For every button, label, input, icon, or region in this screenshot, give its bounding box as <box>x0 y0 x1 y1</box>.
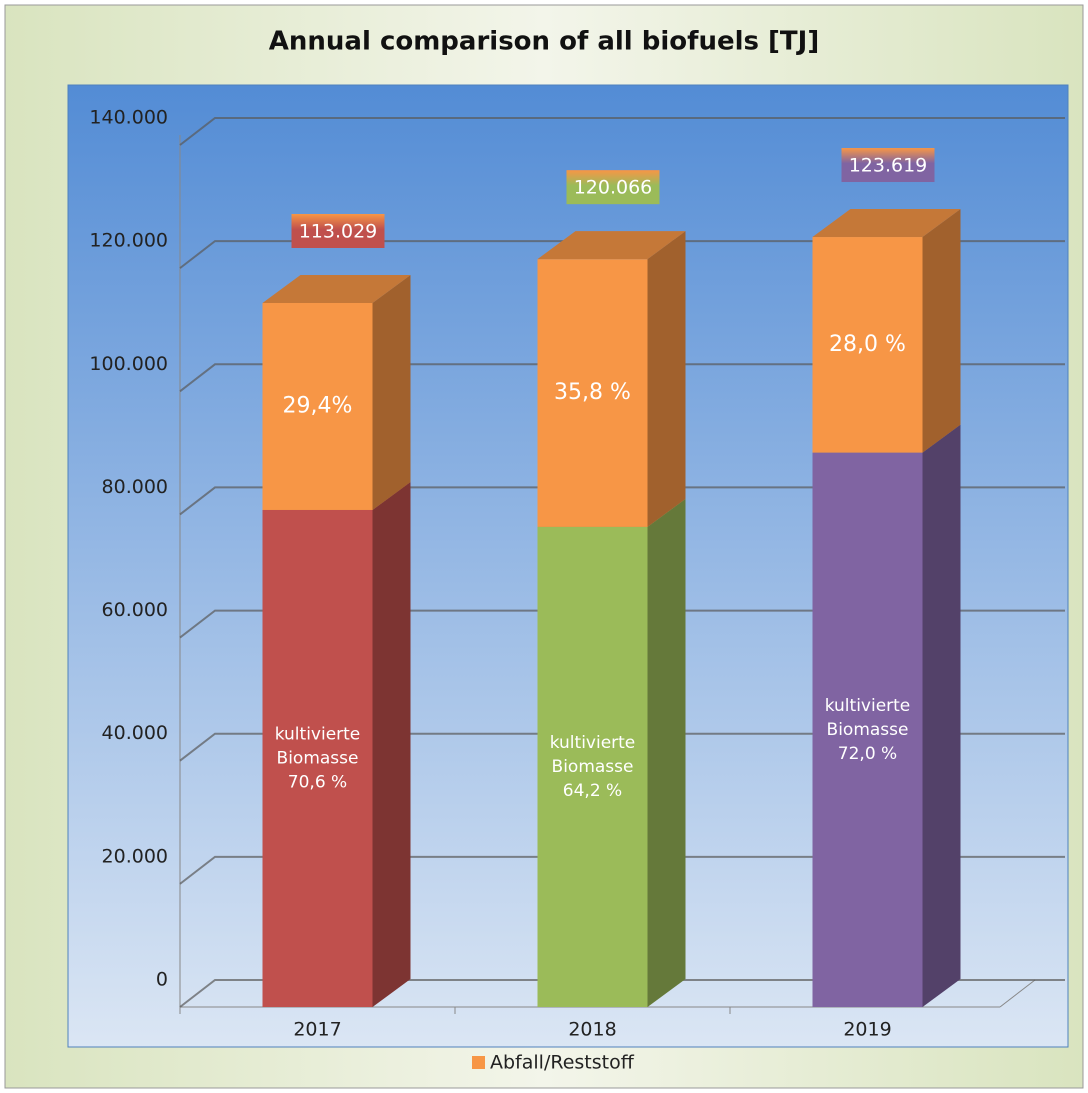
grid-line <box>179 240 1065 269</box>
bar <box>812 237 923 453</box>
chart-title: Annual comparison of all biofuels [TJ] <box>269 27 819 57</box>
segment-label: kultivierte <box>275 724 361 744</box>
legend-swatch <box>472 1056 485 1069</box>
shade <box>372 481 411 1008</box>
shade <box>537 231 686 260</box>
segment-label: Biomasse <box>552 757 634 777</box>
bar <box>262 509 373 1007</box>
y-tick-label: 100.000 <box>89 353 168 375</box>
y-tick-label: 0 <box>156 969 168 991</box>
grid-line <box>179 732 1065 762</box>
segment-label: Biomasse <box>277 748 359 768</box>
shade <box>372 274 411 510</box>
shade <box>812 209 961 238</box>
total-box <box>566 170 660 205</box>
grid-line <box>179 363 1065 393</box>
segment-label: Biomasse <box>827 720 909 740</box>
bar <box>262 302 373 510</box>
segment-label: 72,0 % <box>838 744 897 764</box>
segment-label: kultivierte <box>550 733 636 753</box>
grid-line <box>179 486 1065 516</box>
legend-label: Abfall/Reststoff <box>490 1052 635 1074</box>
bar-top <box>812 209 961 238</box>
grid-line <box>179 855 1065 885</box>
y-tick-label: 80.000 <box>102 476 168 498</box>
bar-top <box>537 231 686 260</box>
total-box <box>841 148 935 183</box>
bar-side <box>647 231 686 527</box>
segment-label: kultivierte <box>825 696 911 716</box>
bar-side <box>372 481 411 1008</box>
shade <box>262 274 411 303</box>
x-tick-label: 2017 <box>293 1019 341 1041</box>
x-tick-label: 2019 <box>843 1019 891 1041</box>
shade <box>922 424 961 1008</box>
bar-side <box>647 498 686 1007</box>
y-tick-label: 20.000 <box>102 845 168 867</box>
bar <box>812 452 923 1008</box>
grid-line <box>179 117 1065 146</box>
total-label: 120.066 <box>574 177 653 199</box>
total-label: 113.029 <box>299 220 378 242</box>
bar <box>537 259 648 527</box>
y-tick-label: 40.000 <box>102 722 168 744</box>
total-box <box>291 213 385 248</box>
x-tick-label: 2018 <box>568 1019 616 1041</box>
shade <box>647 231 686 527</box>
grid-line <box>179 979 1065 1008</box>
y-tick-label: 140.000 <box>89 107 168 129</box>
y-tick-label: 60.000 <box>102 599 168 621</box>
bar <box>537 526 648 1007</box>
y-tick-label: 120.000 <box>89 230 168 252</box>
shade <box>647 498 686 1007</box>
segment-label: 70,6 % <box>288 772 347 792</box>
shade <box>922 209 961 453</box>
segment-label: 29,4% <box>283 393 353 418</box>
bar-side <box>372 274 411 510</box>
segment-label: 64,2 % <box>563 781 622 801</box>
floor-side <box>999 979 1036 1008</box>
bar-side <box>922 424 961 1008</box>
bar-top <box>262 274 411 303</box>
segment-label: 35,8 % <box>554 380 631 405</box>
bar-side <box>922 209 961 453</box>
total-label: 123.619 <box>849 155 928 177</box>
segment-label: 28,0 % <box>829 332 906 357</box>
grid-line <box>179 609 1065 639</box>
